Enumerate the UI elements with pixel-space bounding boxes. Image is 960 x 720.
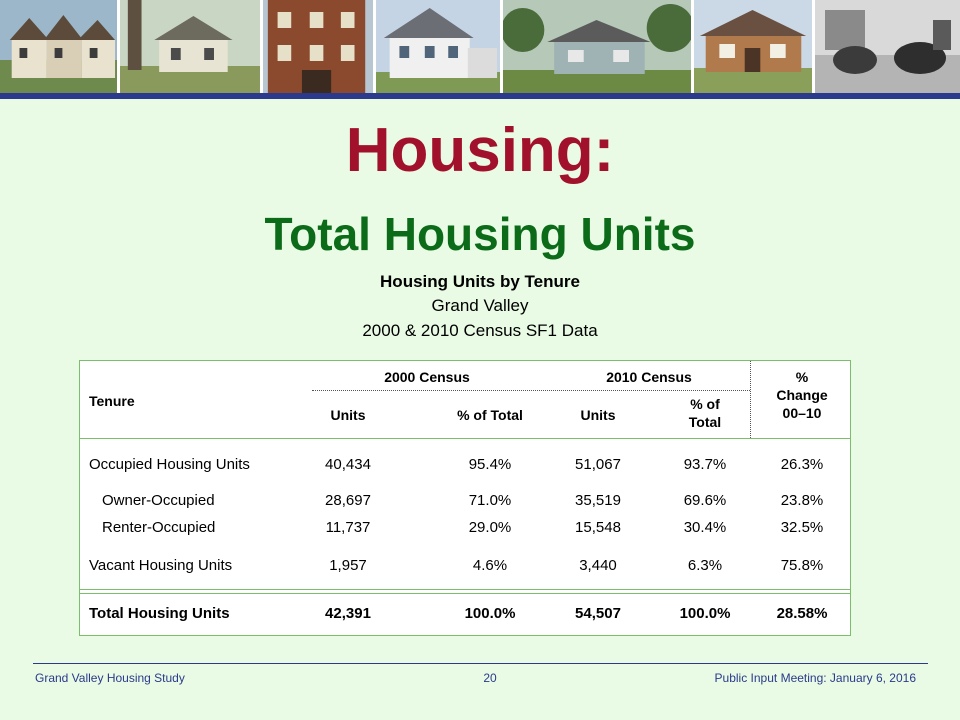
- total-units-2000: 42,391: [325, 605, 371, 622]
- row-renter-pct-2010: 30.4%: [683, 519, 727, 536]
- page-subtitle: Total Housing Units: [264, 208, 696, 260]
- row-occupied-tenure: Occupied Housing Units: [89, 456, 250, 473]
- housing-table: Tenure 2000 Census 2010 Census Units % o…: [79, 360, 851, 636]
- table-caption-title: Housing Units by Tenure: [380, 272, 580, 291]
- photo-strip: [0, 0, 960, 93]
- row-renter-units-2000: 11,737: [325, 519, 371, 536]
- header-tenure: Tenure: [89, 393, 135, 409]
- table-caption-source: 2000 & 2010 Census SF1 Data: [362, 321, 598, 340]
- total-units-2010: 54,507: [575, 605, 621, 622]
- row-owner-pct-2000: 71.0%: [468, 492, 512, 509]
- apartment-photo: [263, 0, 376, 93]
- row-occupied-units-2010: 51,067: [575, 456, 621, 473]
- row-occupied-pct-2000: 95.4%: [468, 456, 512, 473]
- row-renter-tenure: Renter-Occupied: [102, 519, 216, 536]
- header-pct-2010-line2: Total: [688, 414, 722, 430]
- header-2000-census: 2000 Census: [384, 369, 470, 385]
- footer-rule: [33, 663, 928, 664]
- header-change-line3: 00–10: [782, 405, 822, 421]
- header-vertical-divider: [750, 361, 751, 438]
- row-vacant-pct-2010: 6.3%: [687, 557, 723, 574]
- row-renter-change: 32.5%: [780, 519, 824, 536]
- house-photo: [120, 0, 263, 93]
- header-pct-2010-line1: % of: [690, 396, 720, 412]
- header-divider: [312, 390, 750, 391]
- row-owner-tenure: Owner-Occupied: [102, 492, 215, 509]
- row-vacant-pct-2000: 4.6%: [472, 557, 508, 574]
- page-title: Housing:: [345, 116, 615, 185]
- bungalow-photo: [694, 0, 815, 93]
- two-story-house-photo: [376, 0, 503, 93]
- header-pct-2000: % of Total: [457, 407, 523, 423]
- row-occupied-change: 26.3%: [780, 456, 824, 473]
- row-occupied-pct-2010: 93.7%: [683, 456, 727, 473]
- header-units-2000: Units: [330, 407, 366, 423]
- total-rule: [80, 589, 850, 594]
- ranch-house-photo: [503, 0, 694, 93]
- row-occupied-units-2000: 40,434: [325, 456, 371, 473]
- header-2010-census: 2010 Census: [606, 369, 692, 385]
- total-change: 28.58%: [776, 605, 828, 622]
- row-owner-units-2010: 35,519: [575, 492, 621, 509]
- row-vacant-units-2010: 3,440: [579, 557, 617, 574]
- header-change-line1: %: [795, 369, 809, 385]
- row-vacant-change: 75.8%: [780, 557, 824, 574]
- row-renter-units-2010: 15,548: [575, 519, 621, 536]
- total-pct-2010: 100.0%: [679, 605, 731, 622]
- row-vacant-tenure: Vacant Housing Units: [89, 557, 233, 574]
- row-owner-pct-2010: 69.6%: [683, 492, 727, 509]
- header-units-2010: Units: [580, 407, 616, 423]
- total-tenure: Total Housing Units: [89, 605, 230, 622]
- row-owner-change: 23.8%: [780, 492, 824, 509]
- header-bottom-rule: [80, 438, 850, 439]
- footer-meeting-date: Public Input Meeting: January 6, 2016: [714, 671, 916, 685]
- row-owner-units-2000: 28,697: [325, 492, 371, 509]
- row-vacant-units-2000: 1,957: [329, 557, 367, 574]
- footer-study-name: Grand Valley Housing Study: [35, 671, 185, 685]
- street-scene-photo: [815, 0, 960, 93]
- header-rule: [0, 93, 960, 99]
- total-pct-2000: 100.0%: [464, 605, 516, 622]
- row-renter-pct-2000: 29.0%: [468, 519, 512, 536]
- footer-page-number: 20: [483, 671, 497, 685]
- table-caption-area: Grand Valley: [431, 296, 529, 315]
- header-change-line2: Change: [776, 387, 828, 403]
- townhouse-photo: [0, 0, 120, 93]
